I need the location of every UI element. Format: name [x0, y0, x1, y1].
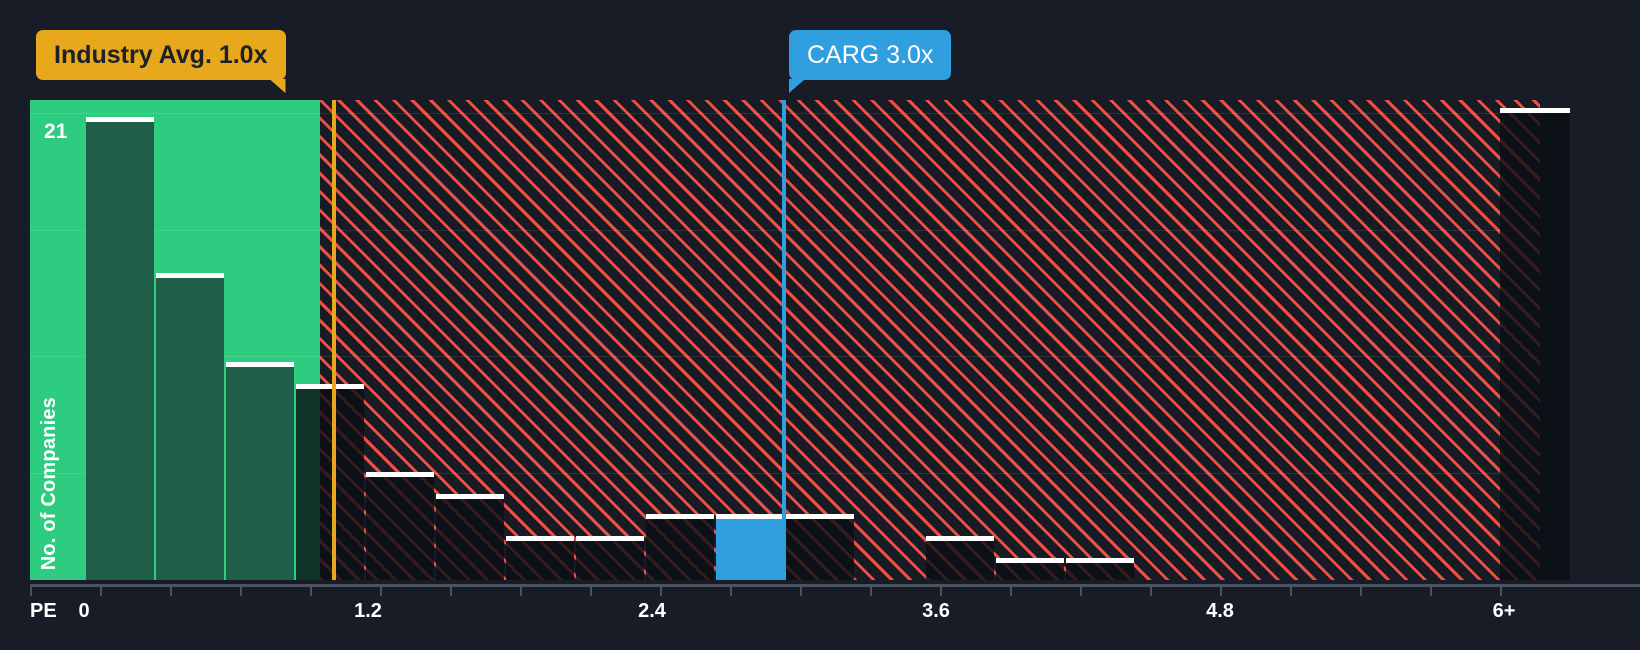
x-axis-title: PE [30, 600, 57, 622]
industry-average-label: Industry Avg. 1.0x [54, 40, 268, 69]
x-tick [590, 584, 592, 596]
table-row[interactable] [226, 362, 294, 580]
x-tick [450, 584, 452, 596]
x-tick [1430, 584, 1432, 596]
x-tick [1150, 584, 1152, 596]
x-tick [1010, 584, 1012, 596]
y-max-label: 21 [44, 120, 68, 143]
table-row[interactable] [716, 514, 784, 580]
table-row[interactable] [296, 384, 364, 580]
x-tick [240, 584, 242, 596]
table-row[interactable] [366, 472, 434, 580]
plot-area: 21 No. of Companies [30, 100, 1570, 580]
x-tick-label: 3.6 [922, 600, 950, 622]
callout-tail-icon [269, 79, 286, 93]
x-tick-label: 4.8 [1206, 600, 1234, 622]
x-tick-label: 2.4 [638, 600, 666, 622]
table-row[interactable] [506, 536, 574, 580]
carg-line [782, 100, 786, 580]
x-tick [170, 584, 172, 596]
industry-average-callout[interactable]: Industry Avg. 1.0x [36, 30, 286, 93]
x-tick [730, 584, 732, 596]
table-row[interactable] [926, 536, 994, 580]
x-tick [1360, 584, 1362, 596]
bar-series [30, 100, 1570, 580]
x-tick [800, 584, 802, 596]
x-tick [870, 584, 872, 596]
x-tick [380, 584, 382, 596]
table-row[interactable] [786, 514, 854, 580]
x-tick [520, 584, 522, 596]
x-tick [1220, 584, 1222, 596]
table-row[interactable] [156, 273, 224, 580]
table-row[interactable] [576, 536, 644, 580]
x-tick [660, 584, 662, 596]
overvalued-zone [320, 100, 1540, 580]
table-row[interactable] [436, 494, 504, 580]
x-tick-label: 6+ [1492, 600, 1516, 622]
table-row[interactable] [1500, 108, 1570, 580]
x-tick [310, 584, 312, 596]
x-tick [1500, 584, 1502, 596]
x-tick-label: 0 [78, 600, 90, 622]
carg-callout[interactable]: CARG 3.0x [789, 30, 952, 93]
table-row[interactable] [646, 514, 714, 580]
x-tick [30, 584, 32, 596]
table-row[interactable] [996, 558, 1064, 580]
table-row[interactable] [1066, 558, 1134, 580]
carg-label: CARG 3.0x [807, 40, 934, 69]
industry-average-line [332, 100, 336, 580]
x-tick [1080, 584, 1082, 596]
table-row[interactable] [86, 117, 154, 580]
x-axis-line [30, 584, 1640, 587]
x-tick [1290, 584, 1292, 596]
x-tick-label: 1.2 [354, 600, 382, 622]
callout-tail-icon [789, 79, 805, 93]
x-tick [940, 584, 942, 596]
x-tick [100, 584, 102, 596]
